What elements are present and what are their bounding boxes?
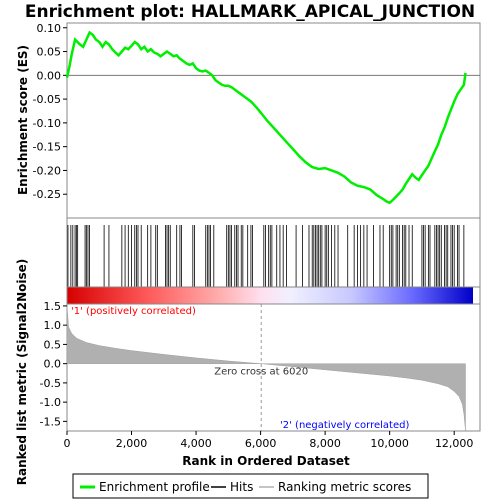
es-y-tick-label: -0.05 bbox=[33, 93, 61, 106]
legend-enrichment-label: Enrichment profile bbox=[99, 480, 210, 494]
hits-panel bbox=[66, 217, 481, 288]
zero-cross-label: Zero cross at 6020 bbox=[214, 367, 308, 378]
metric-y-tick-label: -1.0 bbox=[40, 396, 61, 409]
x-tick-label: 10,000 bbox=[370, 437, 409, 450]
es-y-tick-label: -0.15 bbox=[33, 141, 61, 154]
legend-metric-label: Ranking metric scores bbox=[278, 480, 411, 494]
metric-y-tick-label: 1.5 bbox=[44, 300, 62, 313]
enrichment-profile-line bbox=[65, 30, 467, 205]
x-tick-label: 4,000 bbox=[180, 437, 212, 450]
metric-y-ticks: -1.5 -1.0 -0.5 0.0 0.5 1.0 1.5 bbox=[40, 300, 67, 428]
ranking-metric-area bbox=[66, 305, 466, 432]
es-panel: -0.25 -0.20 -0.15 -0.10 -0.05 0.00 0.05 0.10 En… bbox=[16, 22, 481, 219]
metric-y-tick-label: -0.5 bbox=[40, 377, 61, 390]
es-y-axis-label: Enrichment score (ES) bbox=[16, 45, 30, 195]
legend: Enrichment profile Hits Ranking metric s… bbox=[72, 473, 429, 499]
metric-y-tick-label: 0.5 bbox=[44, 338, 62, 351]
x-tick-label: 2,000 bbox=[116, 437, 148, 450]
negative-correlation-label: '2' (negatively correlated) bbox=[280, 420, 409, 431]
es-y-tick-label: -0.20 bbox=[33, 164, 61, 177]
x-axis-label: Rank in Ordered Dataset bbox=[182, 454, 350, 468]
es-y-tick-label: 0.10 bbox=[37, 22, 62, 35]
hits-area bbox=[66, 217, 481, 288]
ranked-metric-panel: Zero cross at 6020 '1' (positively corre… bbox=[15, 259, 481, 486]
x-tick-label: 12,000 bbox=[435, 437, 474, 450]
es-y-tick-label: 0.05 bbox=[37, 46, 62, 59]
x-tick-label: 0 bbox=[64, 437, 71, 450]
es-plot-area bbox=[66, 22, 481, 219]
es-y-tick-label: 0.00 bbox=[37, 69, 62, 82]
positive-correlation-label: '1' (positively correlated) bbox=[71, 306, 196, 317]
legend-box bbox=[72, 473, 429, 499]
x-tick-label: 6,000 bbox=[245, 437, 277, 450]
colorbar-strip bbox=[67, 287, 473, 304]
metric-y-axis-label: Ranked list metric (Signal2Noise) bbox=[15, 259, 29, 486]
legend-hits-label: Hits bbox=[230, 480, 253, 494]
hit-lines bbox=[67, 225, 465, 287]
metric-y-tick-label: -1.5 bbox=[40, 415, 61, 428]
ranking-colorbar bbox=[66, 286, 481, 305]
metric-y-tick-label: 0.0 bbox=[44, 358, 62, 371]
metric-y-tick-label: 1.0 bbox=[44, 319, 62, 332]
es-y-tick-label: -0.10 bbox=[33, 117, 61, 130]
es-y-tick-label: -0.25 bbox=[33, 188, 61, 201]
x-tick-label: 8,000 bbox=[309, 437, 341, 450]
x-ticks: 0 2,000 4,000 6,000 8,000 10,000 12,000 bbox=[64, 431, 474, 450]
es-y-ticks: -0.25 -0.20 -0.15 -0.10 -0.05 0.00 0.05 0.10 bbox=[33, 22, 67, 201]
chart-title: Enrichment plot: HALLMARK_APICAL_JUNCTIO… bbox=[25, 2, 475, 22]
